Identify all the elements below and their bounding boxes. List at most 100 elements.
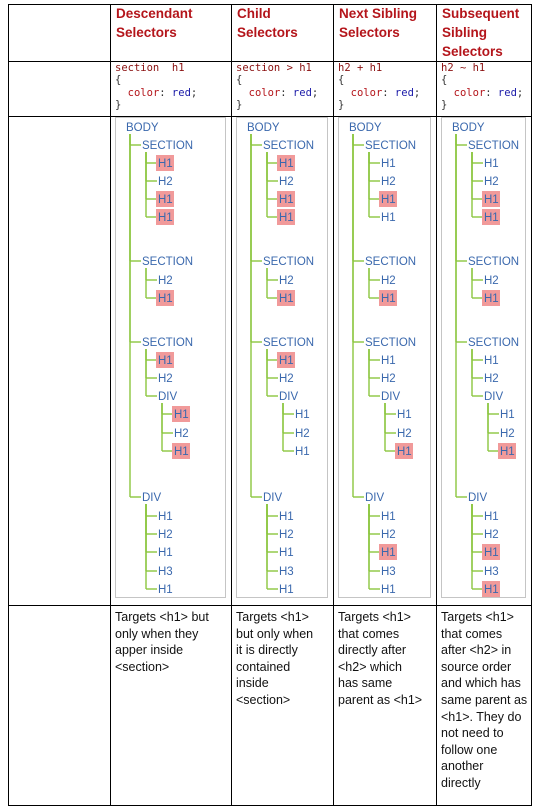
row-divider-2 xyxy=(8,605,532,606)
description-line: has same xyxy=(338,676,393,691)
tree-node: SECTION xyxy=(263,337,314,349)
tree-node: H1 xyxy=(279,547,294,559)
description-line: after <h2> in xyxy=(441,643,512,658)
tree-node: H2 xyxy=(158,275,173,287)
column-title-line: Selectors xyxy=(442,44,503,59)
description-line: directly after xyxy=(338,643,407,658)
highlight-marker xyxy=(156,352,174,368)
description-line: <section> xyxy=(115,659,170,674)
column-title: Next Sibling Selectors xyxy=(339,4,417,42)
tree-node: H2 xyxy=(174,428,189,440)
tree-node: SECTION xyxy=(365,256,416,268)
tree-node-selected: H1 xyxy=(279,293,294,305)
css-selector: h2 ~ h1 xyxy=(441,62,486,74)
tree-node: H2 xyxy=(484,275,499,287)
highlight-marker xyxy=(277,191,295,207)
tree-node: H3 xyxy=(279,566,294,578)
tree-node: SECTION xyxy=(142,140,193,152)
tree-node: SECTION xyxy=(468,140,519,152)
css-property: color xyxy=(453,86,486,99)
dom-tree-svg: BODY SECTION H1 H2 H1 H1 SECTION H2 H1 SECTION H1 H… xyxy=(349,122,416,596)
tree-node: H2 xyxy=(279,275,294,287)
tree-node: SECTION xyxy=(365,337,416,349)
open-brace: { xyxy=(441,74,448,87)
tree-node: BODY xyxy=(126,122,159,134)
tree-node: H2 xyxy=(279,373,294,385)
tree-node: H2 xyxy=(381,373,396,385)
tree-node-selected: H1 xyxy=(279,212,294,224)
tree-node: DIV xyxy=(142,492,162,504)
column-title-line: Descendant xyxy=(116,6,193,21)
column-title: Subsequent Sibling Selectors xyxy=(442,4,519,61)
description-line: Targets <h1> but xyxy=(115,610,209,624)
row-divider-0 xyxy=(8,61,532,62)
tree-node: DIV xyxy=(484,391,504,403)
highlight-marker xyxy=(172,406,190,422)
tree-node: H1 xyxy=(158,547,173,559)
column-divider-0 xyxy=(110,4,111,806)
tree-node-selected: H1 xyxy=(158,158,173,170)
description-line: <section> xyxy=(236,692,291,707)
dom-tree-diagram: BODY SECTION H1 H2 H1 H1 SECTION H2 H1 SECTION H1 H… xyxy=(236,117,328,598)
open-brace: { xyxy=(236,74,243,87)
tree-node: H1 xyxy=(381,355,396,367)
tree-node-selected: H1 xyxy=(174,446,189,458)
tree-node: SECTION xyxy=(263,256,314,268)
tree-node: H1 xyxy=(381,212,396,224)
column-title-line: Child xyxy=(237,6,271,21)
close-brace: } xyxy=(338,99,345,112)
description-line: and which has xyxy=(441,676,521,691)
close-brace: } xyxy=(441,99,448,112)
tree-node-selected: H1 xyxy=(158,355,173,367)
tree-node: DIV xyxy=(365,492,385,504)
css-code-snippet: h2 + h1{ color: red;} xyxy=(338,62,421,112)
tree-node: H2 xyxy=(484,176,499,188)
description-line: Targets <h1> xyxy=(236,610,309,624)
dom-tree-svg: BODY SECTION H1 H2 H1 H1 SECTION H2 H1 SECTION H1 H… xyxy=(126,122,193,596)
tree-node: H1 xyxy=(295,446,310,458)
highlight-marker xyxy=(156,290,174,306)
tree-node-selected: H1 xyxy=(484,293,499,305)
highlight-marker xyxy=(482,544,500,560)
tree-node: H1 xyxy=(381,584,396,596)
dom-tree-diagram: BODY SECTION H1 H2 H1 H1 SECTION H2 H1 SECTION H1 H… xyxy=(115,117,226,598)
dom-tree-svg: BODY SECTION H1 H2 H1 H1 SECTION H2 H1 SECTION H1 H… xyxy=(452,122,519,597)
tree-node: SECTION xyxy=(365,140,416,152)
highlight-marker xyxy=(277,209,295,225)
column-divider-3 xyxy=(436,4,437,806)
highlight-marker xyxy=(482,581,500,597)
tree-node-selected: H1 xyxy=(484,212,499,224)
tree-node-selected: H1 xyxy=(500,446,515,458)
selector-description: Targets <h1> that comes after <h2> in sourc… xyxy=(441,609,527,792)
tree-node: H3 xyxy=(381,566,396,578)
highlight-marker xyxy=(379,544,397,560)
tree-node: H1 xyxy=(279,511,294,523)
tree-node: H1 xyxy=(381,158,396,170)
open-brace: { xyxy=(115,74,122,87)
tree-node: SECTION xyxy=(142,337,193,349)
css-code-snippet: section > h1{ color: red;} xyxy=(236,62,319,112)
column-title-line: Selectors xyxy=(339,25,400,40)
tree-node-selected: H1 xyxy=(484,547,499,559)
description-line: same parent as xyxy=(441,692,528,707)
tree-node: H1 xyxy=(484,355,499,367)
tree-node: BODY xyxy=(452,122,485,134)
description-line: that comes xyxy=(441,626,503,641)
dom-tree-diagram: BODY SECTION H1 H2 H1 H1 SECTION H2 H1 SECTION H1 H… xyxy=(338,117,431,598)
tree-node: H2 xyxy=(381,529,396,541)
css-code-snippet: h2 ~ h1{ color: red;} xyxy=(441,62,524,112)
tree-node: H1 xyxy=(381,511,396,523)
table-border-top xyxy=(8,4,532,5)
highlight-marker xyxy=(277,155,295,171)
highlight-marker xyxy=(156,191,174,207)
css-value: red xyxy=(497,86,517,99)
tree-node: H1 xyxy=(295,409,310,421)
css-code-snippet: section h1{ color: red;} xyxy=(115,62,198,112)
tree-node-selected: H1 xyxy=(381,293,396,305)
description-line: Targets <h1> xyxy=(441,610,514,624)
tree-node: H1 xyxy=(158,511,173,523)
description-line: apper inside xyxy=(115,643,184,658)
css-selector: section h1 xyxy=(115,62,185,74)
tree-node-selected: H1 xyxy=(174,409,189,421)
tree-node: H2 xyxy=(500,428,515,440)
